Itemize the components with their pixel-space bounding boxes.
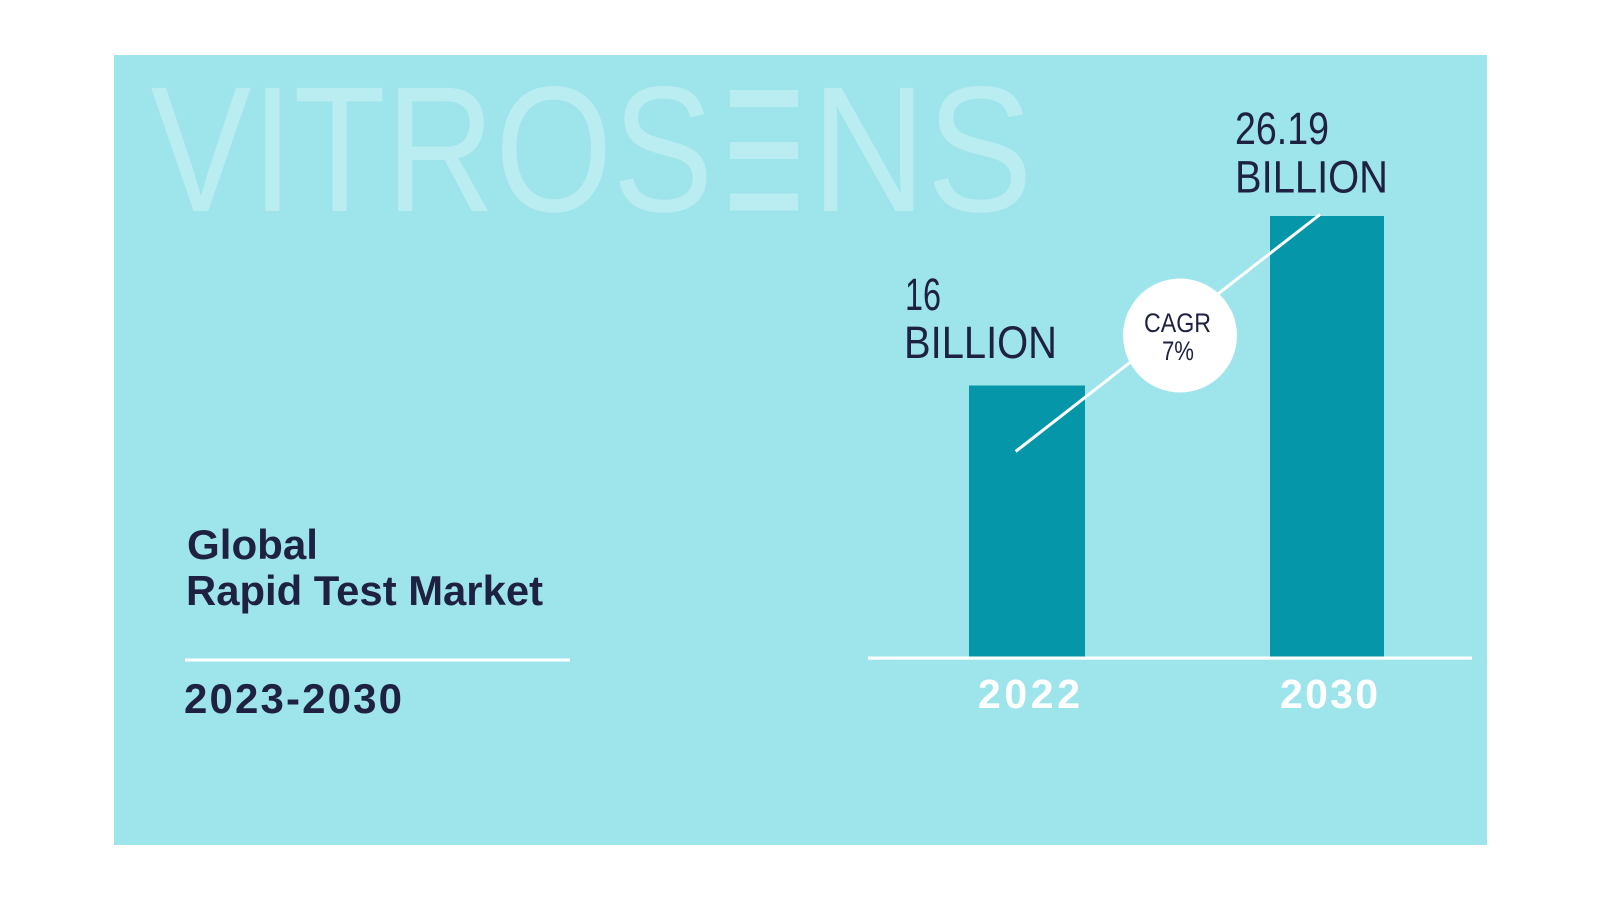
svg-text:NS: NS (811, 49, 1033, 249)
svg-text:VITROS: VITROS (151, 49, 714, 249)
svg-text:7%: 7% (1162, 336, 1194, 366)
svg-text:Global: Global (187, 521, 318, 568)
svg-text:BILLION: BILLION (1235, 152, 1388, 203)
svg-text:BILLION: BILLION (904, 317, 1057, 368)
svg-text:16: 16 (905, 269, 941, 320)
svg-text:Rapid Test Market: Rapid Test Market (186, 567, 543, 614)
svg-text:CAGR: CAGR (1144, 308, 1211, 338)
svg-text:26.19: 26.19 (1235, 103, 1329, 154)
svg-text:2023-2030: 2023-2030 (184, 675, 402, 722)
